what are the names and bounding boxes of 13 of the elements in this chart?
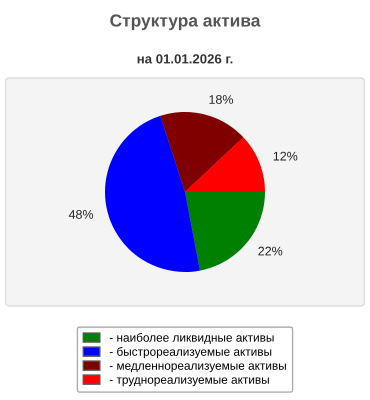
legend-label: - наиболее ликвидные активы — [110, 332, 274, 344]
legend-label: - медленнореализуемые активы — [110, 363, 286, 372]
chart-subtitle: на 01.01.2026 г. — [138, 54, 232, 64]
legend-label: - труднореализуемые активы — [110, 377, 269, 386]
data-label: 18% — [209, 95, 234, 104]
legend-label: - быстрореализуемые активы — [110, 347, 272, 358]
pie-slice — [185, 137, 265, 192]
pie-slice — [105, 116, 200, 272]
chart-title: Структура актива — [110, 14, 261, 30]
data-label: 48% — [68, 210, 94, 219]
data-label: 12% — [274, 152, 298, 161]
data-label: 22% — [258, 246, 282, 256]
pie-slice — [160, 112, 244, 192]
